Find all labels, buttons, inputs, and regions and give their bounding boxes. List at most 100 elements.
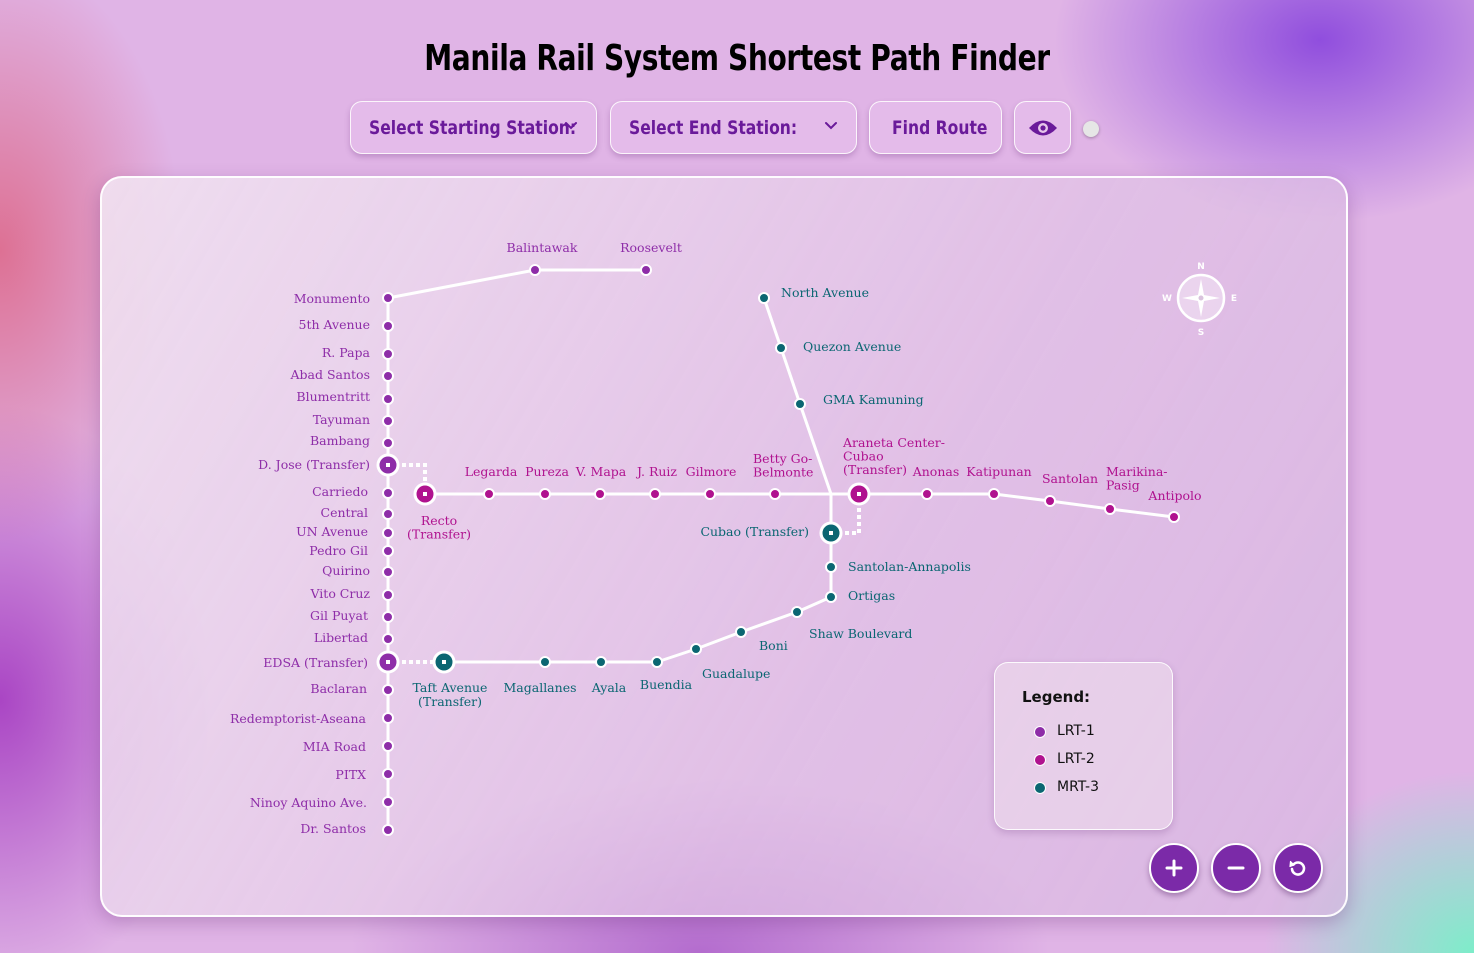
- station-lrt1-un-avenue[interactable]: UN Avenue: [296, 524, 394, 539]
- station-lrt1-libertad[interactable]: Libertad: [314, 630, 394, 645]
- station-mrt3-cubao-transfer[interactable]: Cubao (Transfer): [700, 521, 843, 545]
- station-lrt2-katipunan[interactable]: Katipunan: [966, 464, 1032, 500]
- start-station-select[interactable]: Select Starting Station:: [350, 101, 597, 154]
- station-lrt2-gilmore[interactable]: Gilmore: [686, 464, 737, 500]
- station-marker[interactable]: [382, 415, 394, 427]
- station-lrt1-monumento[interactable]: Monumento: [294, 291, 394, 306]
- station-lrt1-bambang[interactable]: Bambang: [310, 433, 394, 449]
- station-lrt2-betty-go-belmonte[interactable]: Betty Go-Belmonte: [753, 451, 813, 500]
- station-marker[interactable]: [539, 488, 551, 500]
- station-lrt2-santolan[interactable]: Santolan: [1042, 471, 1098, 507]
- station-mrt3-shaw-boulevard[interactable]: Shaw Boulevard: [791, 606, 912, 641]
- station-lrt2-pureza[interactable]: Pureza: [525, 464, 569, 500]
- station-marker[interactable]: [382, 545, 394, 557]
- station-marker[interactable]: [382, 437, 394, 449]
- station-marker[interactable]: [791, 606, 803, 618]
- station-marker[interactable]: [825, 561, 837, 573]
- station-lrt1-5th-avenue[interactable]: 5th Avenue: [299, 317, 394, 332]
- station-marker[interactable]: [382, 566, 394, 578]
- station-mrt3-ayala[interactable]: Ayala: [591, 656, 627, 695]
- station-lrt1-roosevelt[interactable]: Roosevelt: [620, 240, 682, 276]
- station-marker[interactable]: [382, 370, 394, 382]
- station-marker[interactable]: [382, 508, 394, 520]
- find-route-button[interactable]: Find Route: [869, 101, 1002, 154]
- station-mrt3-quezon-avenue[interactable]: Quezon Avenue: [775, 339, 901, 354]
- station-marker[interactable]: [382, 527, 394, 539]
- station-lrt1-pitx[interactable]: PITX: [335, 767, 394, 782]
- station-marker[interactable]: [769, 488, 781, 500]
- station-marker[interactable]: [382, 320, 394, 332]
- station-lrt1-d-jose-transfer[interactable]: D. Jose (Transfer): [258, 453, 400, 477]
- station-marker[interactable]: [758, 292, 770, 304]
- reset-view-button[interactable]: [1273, 843, 1323, 893]
- station-marker[interactable]: [649, 488, 661, 500]
- station-marker[interactable]: [640, 264, 652, 276]
- end-station-select[interactable]: Select End Station:: [610, 101, 857, 154]
- station-lrt1-carriedo[interactable]: Carriedo: [312, 484, 394, 499]
- station-marker[interactable]: [382, 712, 394, 724]
- station-lrt2-legarda[interactable]: Legarda: [465, 464, 518, 500]
- station-marker[interactable]: [529, 264, 541, 276]
- station-lrt2-j-ruiz[interactable]: J. Ruiz: [635, 464, 677, 500]
- station-mrt3-ortigas[interactable]: Ortigas: [825, 588, 895, 603]
- station-lrt2-marikina-pasig[interactable]: Marikina-Pasig: [1104, 464, 1168, 515]
- station-marker[interactable]: [382, 611, 394, 623]
- station-marker[interactable]: [382, 348, 394, 360]
- station-lrt2-recto-transfer[interactable]: Recto (Transfer): [407, 482, 471, 542]
- station-marker[interactable]: [483, 488, 495, 500]
- station-marker[interactable]: [382, 740, 394, 752]
- station-lrt2-antipolo[interactable]: Antipolo: [1147, 488, 1202, 523]
- station-lrt1-quirino[interactable]: Quirino: [322, 563, 394, 578]
- station-marker[interactable]: [651, 656, 663, 668]
- station-lrt1-pedro-gil[interactable]: Pedro Gil: [309, 543, 394, 558]
- station-marker[interactable]: [382, 633, 394, 645]
- station-lrt1-vito-cruz[interactable]: Vito Cruz: [309, 586, 394, 601]
- station-marker[interactable]: [539, 656, 551, 668]
- station-marker[interactable]: [988, 488, 1000, 500]
- station-marker[interactable]: [1104, 503, 1116, 515]
- station-marker[interactable]: [775, 342, 787, 354]
- station-mrt3-buendia[interactable]: Buendia: [640, 656, 693, 692]
- toggle-view-button[interactable]: [1014, 101, 1071, 154]
- station-marker[interactable]: [594, 488, 606, 500]
- station-marker[interactable]: [1044, 495, 1056, 507]
- station-lrt2-araneta-center-cubao-transfer[interactable]: Araneta Center-Cubao (Transfer): [842, 435, 945, 506]
- station-mrt3-boni[interactable]: Boni: [735, 626, 788, 653]
- station-marker[interactable]: [825, 591, 837, 603]
- zoom-in-button[interactable]: [1149, 843, 1199, 893]
- station-lrt1-baclaran[interactable]: Baclaran: [310, 681, 394, 696]
- station-lrt1-blumentritt[interactable]: Blumentritt: [296, 389, 394, 405]
- station-lrt1-dr-santos[interactable]: Dr. Santos: [300, 821, 394, 836]
- zoom-out-button[interactable]: [1211, 843, 1261, 893]
- station-marker[interactable]: [704, 488, 716, 500]
- station-marker[interactable]: [382, 292, 394, 304]
- station-marker[interactable]: [794, 398, 806, 410]
- station-lrt1-ninoy-aquino-ave[interactable]: Ninoy Aquino Ave.: [250, 795, 394, 810]
- station-marker[interactable]: [382, 824, 394, 836]
- station-lrt1-redemptorist-aseana[interactable]: Redemptorist-Aseana: [230, 711, 394, 726]
- station-marker[interactable]: [595, 656, 607, 668]
- station-mrt3-santolan-annapolis[interactable]: Santolan-Annapolis: [825, 559, 971, 574]
- station-lrt2-anonas[interactable]: Anonas: [912, 464, 960, 500]
- station-mrt3-guadalupe[interactable]: Guadalupe: [690, 643, 770, 681]
- station-mrt3-magallanes[interactable]: Magallanes: [503, 656, 577, 695]
- station-lrt1-mia-road[interactable]: MIA Road: [303, 739, 394, 754]
- station-lrt1-edsa-transfer[interactable]: EDSA (Transfer): [263, 650, 400, 674]
- station-marker[interactable]: [382, 684, 394, 696]
- station-marker[interactable]: [1168, 511, 1180, 523]
- station-marker[interactable]: [382, 589, 394, 601]
- station-marker[interactable]: [735, 626, 747, 638]
- station-marker[interactable]: [382, 796, 394, 808]
- station-lrt1-central[interactable]: Central: [321, 505, 394, 520]
- station-lrt1-r-papa[interactable]: R. Papa: [322, 345, 394, 360]
- station-marker[interactable]: [382, 487, 394, 499]
- station-marker[interactable]: [690, 643, 702, 655]
- station-marker[interactable]: [382, 393, 394, 405]
- station-lrt1-gil-puyat[interactable]: Gil Puyat: [310, 608, 394, 623]
- station-mrt3-taft-avenue-transfer[interactable]: Taft Avenue (Transfer): [413, 650, 488, 709]
- station-lrt1-tayuman[interactable]: Tayuman: [313, 412, 394, 427]
- station-lrt1-balintawak[interactable]: Balintawak: [507, 240, 578, 276]
- station-lrt1-abad-santos[interactable]: Abad Santos: [290, 367, 394, 382]
- station-marker[interactable]: [382, 768, 394, 780]
